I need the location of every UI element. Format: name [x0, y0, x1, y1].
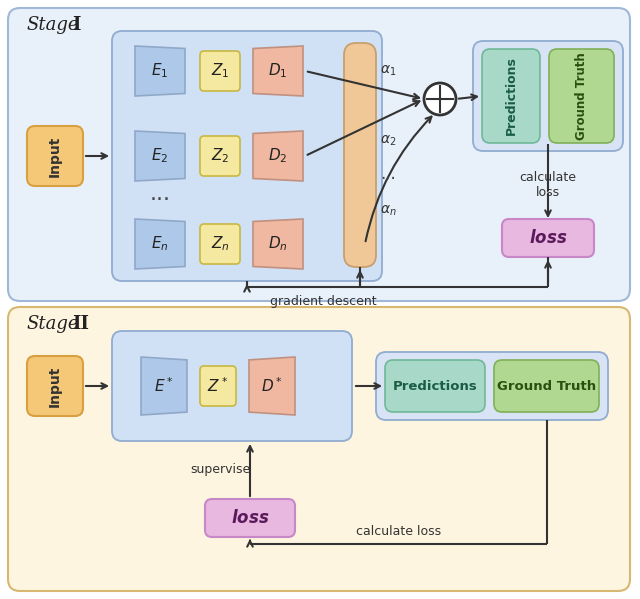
FancyBboxPatch shape: [8, 8, 630, 301]
Text: Input: Input: [48, 365, 62, 407]
Circle shape: [424, 83, 456, 115]
Polygon shape: [141, 357, 187, 415]
Text: $E_1$: $E_1$: [151, 62, 169, 80]
Polygon shape: [253, 131, 303, 181]
FancyBboxPatch shape: [112, 331, 352, 441]
Text: Predictions: Predictions: [392, 380, 477, 392]
Text: $\bfit{loss}$: $\bfit{loss}$: [529, 229, 567, 247]
Text: supervise: supervise: [190, 462, 250, 476]
Text: Stage: Stage: [26, 315, 79, 333]
Text: $D_1$: $D_1$: [268, 62, 288, 80]
FancyBboxPatch shape: [502, 219, 594, 257]
Text: ···: ···: [150, 190, 170, 210]
Polygon shape: [135, 131, 185, 181]
Text: $E^*$: $E^*$: [154, 377, 174, 395]
FancyBboxPatch shape: [344, 43, 376, 267]
FancyBboxPatch shape: [205, 499, 295, 537]
Text: $D_2$: $D_2$: [268, 147, 288, 165]
Text: Input: Input: [48, 135, 62, 177]
Polygon shape: [253, 219, 303, 269]
Text: $Z_1$: $Z_1$: [211, 62, 229, 80]
FancyBboxPatch shape: [376, 352, 608, 420]
FancyBboxPatch shape: [27, 126, 83, 186]
FancyBboxPatch shape: [385, 360, 485, 412]
Polygon shape: [135, 219, 185, 269]
Text: $E_n$: $E_n$: [151, 235, 169, 253]
FancyBboxPatch shape: [27, 356, 83, 416]
Text: calculate loss: calculate loss: [356, 525, 441, 538]
Text: $Z_n$: $Z_n$: [211, 235, 229, 253]
Text: Stage: Stage: [26, 16, 79, 34]
Text: $Z^*$: $Z^*$: [207, 377, 228, 395]
Text: $\alpha_1$: $\alpha_1$: [380, 64, 396, 78]
FancyBboxPatch shape: [200, 136, 240, 176]
Text: calculate
loss: calculate loss: [520, 171, 577, 199]
Polygon shape: [253, 46, 303, 96]
FancyBboxPatch shape: [482, 49, 540, 143]
Text: Predictions: Predictions: [504, 56, 518, 135]
Polygon shape: [135, 46, 185, 96]
FancyBboxPatch shape: [549, 49, 614, 143]
FancyBboxPatch shape: [8, 307, 630, 591]
Text: $\alpha_n$: $\alpha_n$: [380, 204, 397, 218]
Text: $D_n$: $D_n$: [268, 235, 288, 253]
Text: ···: ···: [380, 170, 396, 188]
Text: Ground Truth: Ground Truth: [575, 52, 588, 140]
Text: Ground Truth: Ground Truth: [497, 380, 596, 392]
FancyBboxPatch shape: [112, 31, 382, 281]
Text: $E_2$: $E_2$: [151, 147, 169, 165]
Text: $Z_2$: $Z_2$: [211, 147, 229, 165]
Text: $D^*$: $D^*$: [261, 377, 283, 395]
FancyBboxPatch shape: [200, 224, 240, 264]
FancyBboxPatch shape: [200, 366, 236, 406]
FancyBboxPatch shape: [200, 51, 240, 91]
Text: $\alpha_2$: $\alpha_2$: [380, 134, 396, 148]
Text: $\bfit{loss}$: $\bfit{loss}$: [231, 509, 269, 527]
FancyBboxPatch shape: [473, 41, 623, 151]
Text: gradient descent: gradient descent: [270, 295, 377, 308]
Text: II: II: [72, 315, 89, 333]
FancyBboxPatch shape: [494, 360, 599, 412]
Text: I: I: [72, 16, 81, 34]
Polygon shape: [249, 357, 295, 415]
